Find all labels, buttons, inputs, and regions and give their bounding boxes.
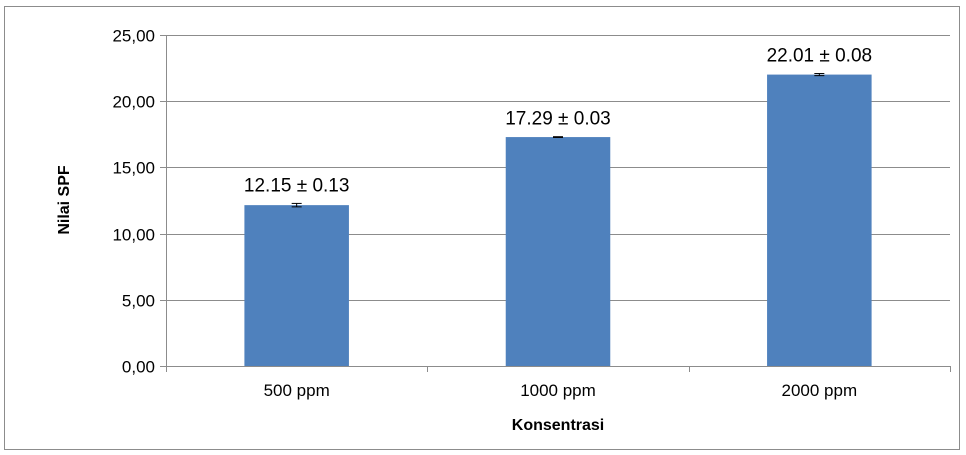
bar	[505, 137, 611, 366]
y-tick-label: 25,00	[112, 27, 155, 46]
x-axis-title: Konsentrasi	[512, 417, 604, 434]
x-tick-label: 2000 ppm	[782, 381, 858, 400]
data-label: 17.29 ± 0.03	[505, 109, 611, 130]
labels: 0,00 5,00 10,00 15,00 20,00 25,00 12.15 ± 0.13…	[112, 27, 872, 401]
y-tick-label: 0,00	[122, 358, 155, 377]
y-axis-title: Nilai SPF	[56, 165, 73, 235]
bar	[767, 74, 872, 367]
y-tick-label: 5,00	[122, 292, 155, 311]
y-tick-label: 15,00	[112, 159, 155, 178]
axes	[160, 35, 951, 372]
x-tick-label: 500 ppm	[264, 381, 330, 400]
bar	[244, 205, 349, 366]
data-label: 22.01 ± 0.08	[767, 46, 873, 67]
bars	[244, 73, 872, 367]
y-tick-label: 10,00	[112, 226, 155, 245]
data-label: 12.15 ± 0.13	[244, 175, 350, 196]
x-tick-label: 1000 ppm	[520, 381, 596, 400]
y-tick-label: 20,00	[112, 93, 155, 112]
